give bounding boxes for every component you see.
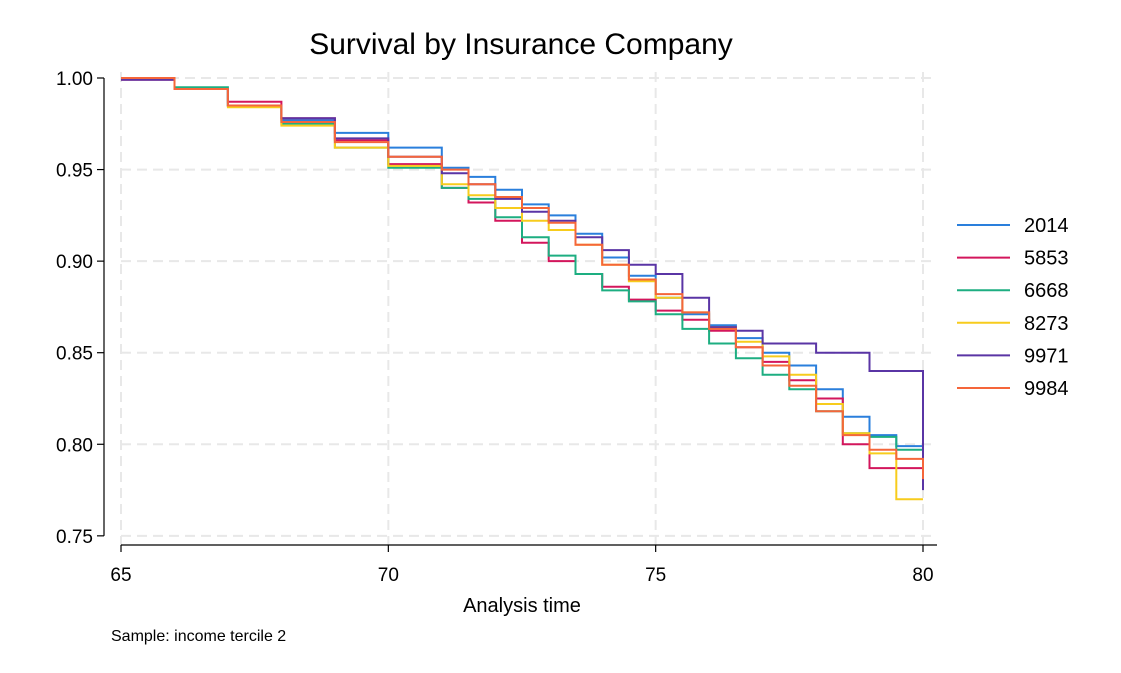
axes: 0.75 0.80 0.85 0.90 0.95 1.00 65 70 75 80: [56, 69, 937, 586]
x-tick-label: 65: [110, 565, 131, 586]
legend-label-2014: 2014: [1024, 215, 1069, 237]
y-tick-label: 0.95: [56, 161, 93, 182]
legend-label-9984: 9984: [1024, 378, 1069, 400]
legend: 2014 5853 6668 8273 9971 9984: [957, 215, 1069, 400]
x-axis-label: Analysis time: [463, 595, 581, 617]
y-tick-label: 0.90: [56, 252, 93, 273]
chart-title: Survival by Insurance Company: [309, 28, 733, 61]
chart-note: Sample: income tercile 2: [111, 628, 286, 645]
y-tick-label: 0.85: [56, 344, 93, 365]
legend-label-9971: 9971: [1024, 345, 1069, 367]
y-tick-label: 1.00: [56, 69, 93, 90]
series-line-5853: [121, 78, 923, 470]
x-tick-label: 80: [912, 565, 933, 586]
y-tick-label: 0.80: [56, 435, 93, 456]
legend-label-5853: 5853: [1024, 248, 1069, 270]
series-line-9984: [121, 77, 924, 480]
gridlines: [120, 72, 937, 545]
y-tick-label: 0.75: [56, 527, 93, 548]
series-line-2014: [121, 77, 924, 459]
series-line-6668: [121, 77, 924, 465]
legend-label-8273: 8273: [1024, 313, 1069, 335]
x-tick-label: 70: [378, 565, 399, 586]
legend-label-6668: 6668: [1024, 280, 1069, 302]
x-tick-label: 75: [645, 565, 666, 586]
series-line-9971: [121, 78, 924, 491]
series-line-8273: [121, 77, 923, 501]
series-lines: [121, 77, 924, 501]
